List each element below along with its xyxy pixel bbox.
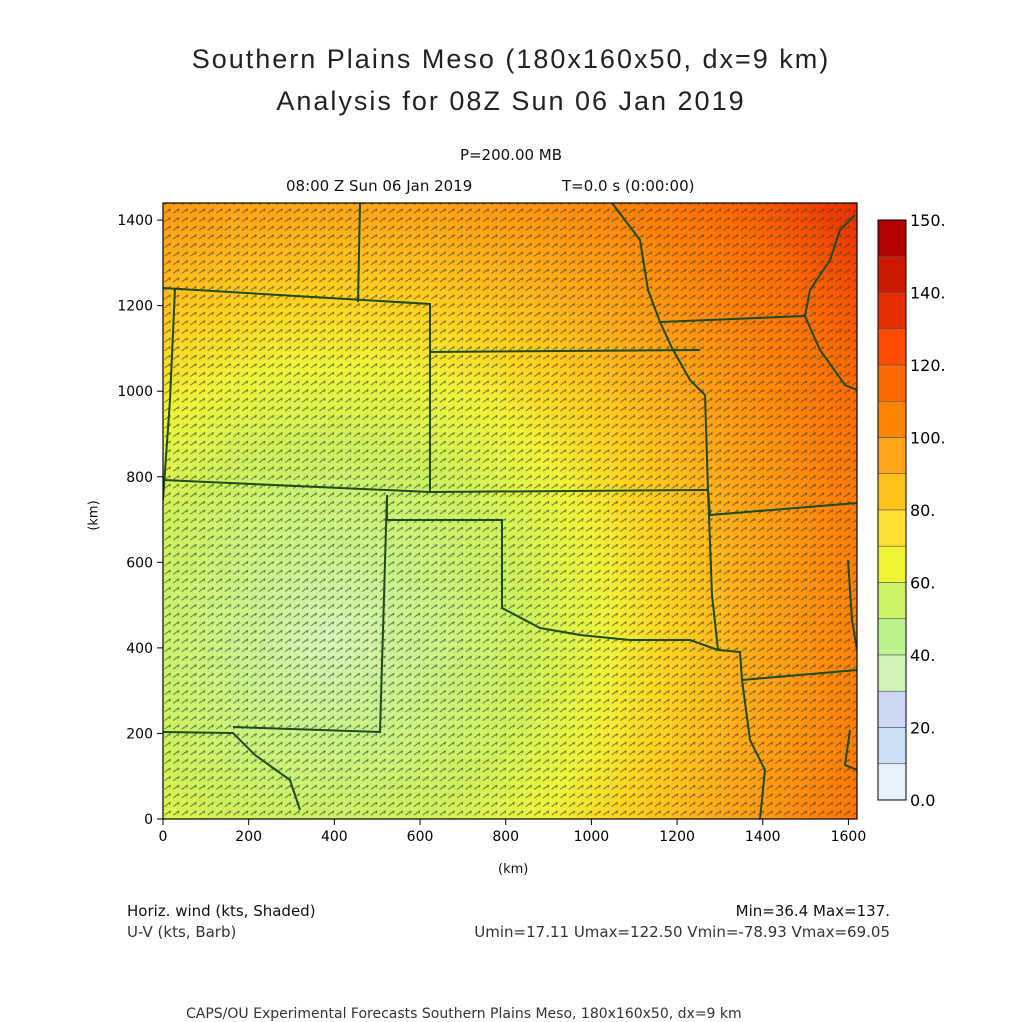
x-tick-label: 1200 bbox=[659, 829, 695, 845]
colorbar-swatch bbox=[877, 509, 907, 547]
colorbar-swatch bbox=[877, 219, 907, 257]
wind-speed-shading bbox=[163, 203, 857, 819]
x-tick-label: 800 bbox=[492, 829, 519, 845]
y-axis: 0 200 400 600 800 1000 1200 1400 bbox=[117, 213, 163, 828]
x-axis-label: (km) bbox=[498, 862, 529, 877]
colorbar: 150. 140. 120. 100. 80. 60. 40. 20. 0.0 bbox=[877, 211, 946, 810]
colorbar-swatch bbox=[877, 437, 907, 475]
colorbar-label: 40. bbox=[910, 646, 935, 665]
y-tick-label: 1400 bbox=[117, 213, 153, 229]
colorbar-label: 150. bbox=[910, 211, 946, 230]
pressure-level-label: P=200.00 MB bbox=[459, 146, 563, 164]
x-tick-label: 600 bbox=[407, 829, 434, 845]
map-title: Southern Plains Meso (180x160x50, dx=9 k… bbox=[191, 44, 831, 74]
x-tick-label: 200 bbox=[235, 829, 262, 845]
colorbar-label: 120. bbox=[910, 356, 946, 375]
valid-time-label: 08:00 Z Sun 06 Jan 2019 bbox=[286, 177, 473, 195]
x-tick-label: 1400 bbox=[745, 829, 781, 845]
plot-frame bbox=[162, 202, 858, 820]
colorbar-swatch bbox=[877, 473, 907, 511]
colorbar-swatch bbox=[877, 364, 907, 402]
shading-legend: Horiz. wind (kts, Shaded) bbox=[127, 902, 316, 920]
min-max-stats: Min=36.4 Max=137. bbox=[735, 902, 890, 920]
state-boundaries bbox=[163, 203, 857, 819]
x-tick-label: 1000 bbox=[574, 829, 610, 845]
credit-line: CAPS/OU Experimental Forecasts Southern … bbox=[186, 1006, 742, 1022]
colorbar-label: 60. bbox=[910, 574, 935, 593]
colorbar-label: 0.0 bbox=[910, 791, 935, 810]
colorbar-swatch bbox=[877, 400, 907, 438]
y-tick-label: 0 bbox=[144, 812, 153, 828]
y-tick-label: 600 bbox=[126, 555, 153, 571]
y-tick-label: 800 bbox=[126, 470, 153, 486]
wind-barbs bbox=[163, 203, 857, 819]
component-stats: Umin=17.11 Umax=122.50 Vmin=-78.93 Vmax=… bbox=[474, 923, 890, 941]
y-axis-label: (km) bbox=[86, 500, 102, 531]
time-step-label: T=0.0 s (0:00:00) bbox=[562, 177, 695, 195]
y-tick-label: 1000 bbox=[117, 384, 153, 400]
colorbar-swatch bbox=[877, 255, 907, 293]
barb-legend: U-V (kts, Barb) bbox=[127, 923, 237, 941]
colorbar-label: 20. bbox=[910, 719, 935, 738]
colorbar-swatch bbox=[877, 545, 907, 583]
map-subtitle: Analysis for 08Z Sun 06 Jan 2019 bbox=[276, 86, 746, 116]
colorbar-swatch bbox=[877, 582, 907, 620]
x-tick-label: 400 bbox=[321, 829, 348, 845]
y-tick-label: 200 bbox=[126, 726, 153, 742]
colorbar-swatch bbox=[877, 328, 907, 366]
y-tick-label: 1200 bbox=[117, 299, 153, 315]
x-tick-label: 1600 bbox=[831, 829, 867, 845]
colorbar-swatch bbox=[877, 763, 907, 801]
colorbar-label: 80. bbox=[910, 501, 935, 520]
x-tick-label: 0 bbox=[159, 829, 168, 845]
colorbar-swatch bbox=[877, 727, 907, 765]
colorbar-frame bbox=[877, 219, 907, 801]
colorbar-label: 140. bbox=[910, 284, 946, 303]
y-tick-label: 400 bbox=[126, 641, 153, 657]
colorbar-swatch bbox=[877, 654, 907, 692]
colorbar-swatch bbox=[877, 690, 907, 728]
x-axis: 0 200 400 600 800 1000 1200 1400 1600 bbox=[159, 819, 867, 845]
colorbar-swatch bbox=[877, 618, 907, 656]
colorbar-swatch bbox=[877, 292, 907, 330]
colorbar-label: 100. bbox=[910, 429, 946, 448]
